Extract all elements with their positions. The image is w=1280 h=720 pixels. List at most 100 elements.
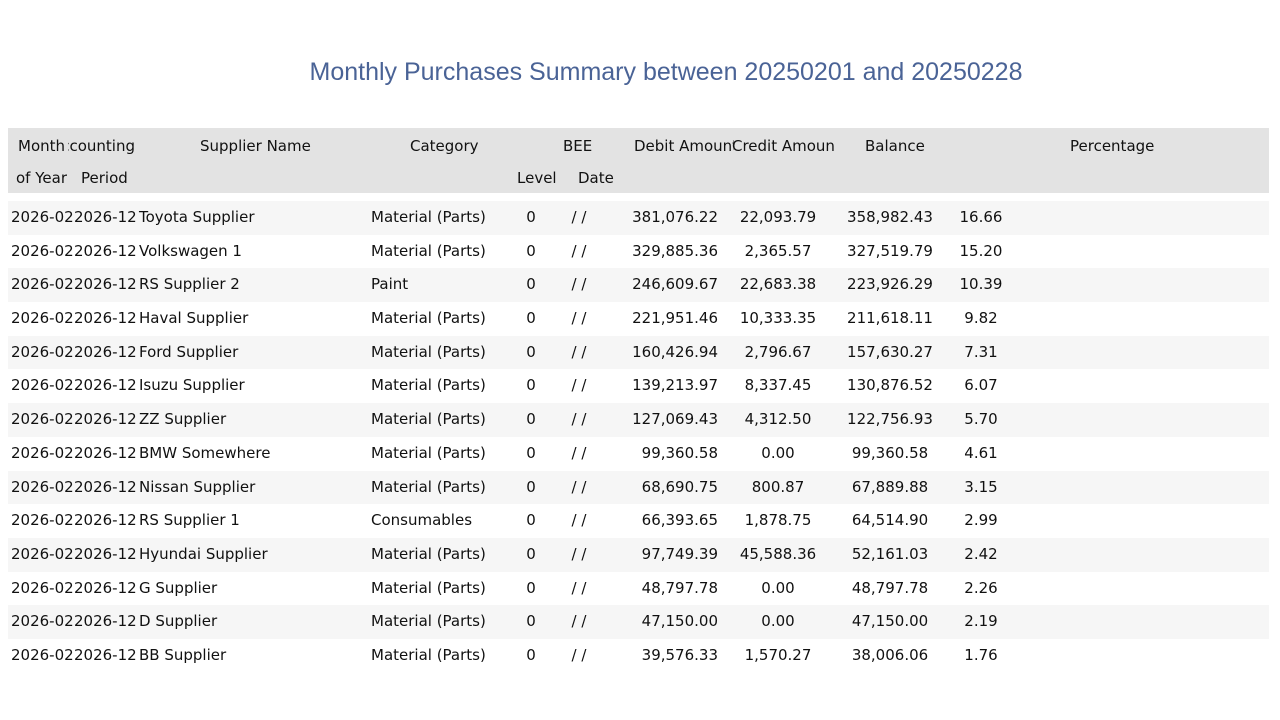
cell-month: 2026-02	[11, 578, 74, 597]
cell-debit: 48,797.78	[641, 578, 718, 597]
cell-balance: 223,926.29	[847, 275, 933, 294]
cell-percentage: 6.07	[964, 376, 998, 395]
cell-debit: 246,609.67	[632, 275, 718, 294]
cell-debit: 127,069.43	[632, 410, 718, 429]
table-row: 2026-02 2026-12 RS Supplier 2 Paint 0 / …	[8, 268, 1269, 303]
cell-bee-level: 0	[526, 208, 536, 226]
header-bee-level: Level	[517, 169, 557, 187]
header-balance: Balance	[865, 137, 925, 155]
cell-credit: 0.00	[761, 578, 795, 597]
cell-supplier: G Supplier	[139, 578, 218, 597]
cell-credit: 4,312.50	[744, 410, 812, 429]
cell-credit: 1,878.75	[744, 511, 812, 530]
cell-percentage: 2.26	[964, 578, 998, 597]
cell-percentage: 2.42	[964, 544, 998, 563]
cell-supplier: RS Supplier 2	[139, 275, 240, 294]
cell-month: 2026-02	[11, 309, 74, 328]
cell-balance: 157,630.27	[847, 342, 933, 361]
cell-category: Material (Parts)	[371, 477, 486, 496]
cell-balance: 327,519.79	[847, 241, 933, 260]
cell-period: 2026-12	[74, 578, 137, 597]
cell-balance: 67,889.88	[851, 477, 929, 496]
cell-percentage: 7.31	[964, 342, 998, 361]
cell-debit: 139,213.97	[632, 376, 718, 395]
table-header: Month of Year Accounting Period Supplier…	[8, 128, 1269, 193]
cell-debit: 381,076.22	[632, 208, 718, 226]
cell-supplier: Haval Supplier	[139, 309, 249, 328]
header-bee: BEE	[563, 137, 593, 155]
table-body: 2026-02 2026-12 Toyota Supplier Material…	[8, 201, 1269, 673]
cell-bee-level: 0	[526, 309, 536, 328]
cell-balance: 64,514.90	[851, 511, 929, 530]
cell-percentage: 15.20	[959, 241, 1003, 260]
cell-month: 2026-02	[11, 342, 74, 361]
cell-bee-date: / /	[571, 241, 587, 260]
header-percentage: Percentage	[1070, 137, 1155, 155]
cell-month: 2026-02	[11, 443, 74, 462]
table-row: 2026-02 2026-12 BB Supplier Material (Pa…	[8, 638, 1269, 673]
header-accounting: Accounting	[68, 136, 135, 156]
cell-category: Material (Parts)	[371, 612, 486, 631]
cell-period: 2026-12	[74, 309, 137, 328]
cell-credit: 45,588.36	[739, 544, 817, 563]
cell-category: Material (Parts)	[371, 309, 486, 328]
cell-bee-date: / /	[571, 410, 587, 429]
cell-bee-level: 0	[526, 477, 536, 496]
cell-supplier: Ford Supplier	[139, 342, 239, 361]
cell-bee-level: 0	[526, 376, 536, 395]
cell-category: Material (Parts)	[371, 578, 486, 597]
cell-balance: 52,161.03	[851, 544, 929, 563]
header-accounting-label: Accounting	[68, 137, 135, 155]
cell-balance: 122,756.93	[847, 410, 933, 429]
cell-percentage: 10.39	[959, 275, 1003, 294]
table-row: 2026-02 2026-12 Volkswagen 1 Material (P…	[8, 234, 1269, 269]
table-row: 2026-02 2026-12 RS Supplier 1 Consumable…	[8, 504, 1269, 538]
cell-month: 2026-02	[11, 612, 74, 631]
cell-month: 2026-02	[11, 544, 74, 563]
cell-category: Material (Parts)	[371, 645, 486, 664]
cell-supplier: Toyota Supplier	[139, 208, 255, 226]
cell-supplier: Nissan Supplier	[139, 477, 256, 496]
cell-balance: 130,876.52	[847, 376, 933, 395]
cell-credit: 2,365.57	[744, 241, 812, 260]
cell-percentage: 2.19	[964, 612, 998, 631]
cell-period: 2026-12	[74, 544, 137, 563]
cell-category: Material (Parts)	[371, 443, 486, 462]
cell-period: 2026-12	[74, 208, 137, 226]
cell-category: Paint	[371, 275, 409, 294]
cell-debit: 160,426.94	[632, 342, 718, 361]
cell-month: 2026-02	[11, 645, 74, 664]
cell-debit: 221,951.46	[632, 309, 718, 328]
cell-category: Consumables	[371, 511, 473, 530]
cell-credit: 22,683.38	[739, 275, 817, 294]
cell-bee-level: 0	[526, 241, 536, 260]
cell-supplier: BB Supplier	[139, 645, 227, 664]
cell-supplier: Isuzu Supplier	[139, 376, 245, 395]
table-row: 2026-02 2026-12 Isuzu Supplier Material …	[8, 369, 1269, 404]
cell-period: 2026-12	[74, 376, 137, 395]
cell-month: 2026-02	[11, 376, 74, 395]
header-month: Month	[18, 137, 66, 155]
cell-category: Material (Parts)	[371, 241, 486, 260]
cell-bee-level: 0	[526, 645, 536, 664]
cell-supplier: D Supplier	[139, 612, 218, 631]
cell-bee-date: / /	[571, 578, 587, 597]
cell-category: Material (Parts)	[371, 342, 486, 361]
cell-bee-level: 0	[526, 544, 536, 563]
cell-balance: 47,150.00	[851, 612, 929, 631]
cell-percentage: 2.99	[964, 511, 998, 530]
table-row: 2026-02 2026-12 Toyota Supplier Material…	[8, 201, 1269, 235]
cell-balance: 48,797.78	[851, 578, 929, 597]
cell-balance: 38,006.06	[851, 645, 929, 664]
cell-period: 2026-12	[74, 612, 137, 631]
table-row: 2026-02 2026-12 Haval Supplier Material …	[8, 302, 1269, 336]
cell-category: Material (Parts)	[371, 410, 486, 429]
table-row: 2026-02 2026-12 Nissan Supplier Material…	[8, 470, 1269, 505]
cell-balance: 99,360.58	[851, 443, 929, 462]
cell-bee-date: / /	[571, 443, 587, 462]
cell-bee-level: 0	[526, 410, 536, 429]
table-row: 2026-02 2026-12 Hyundai Supplier Materia…	[8, 537, 1269, 572]
cell-credit: 1,570.27	[744, 645, 812, 664]
cell-period: 2026-12	[74, 342, 137, 361]
